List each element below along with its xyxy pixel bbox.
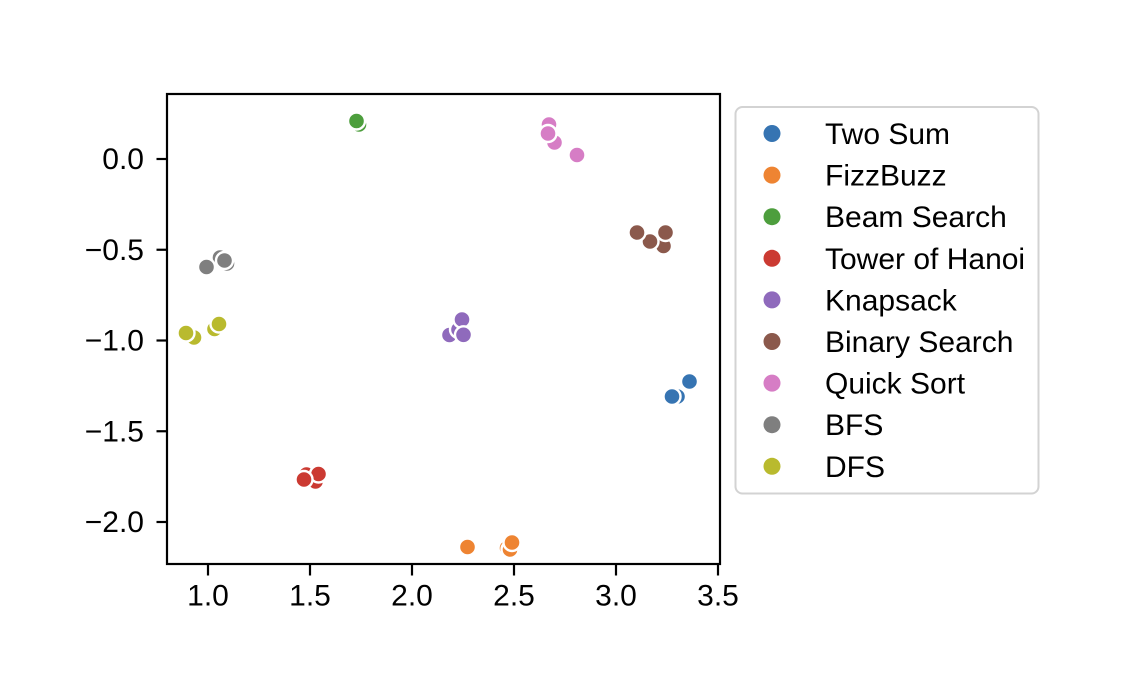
svg-text:0.0: 0.0	[102, 143, 144, 176]
svg-text:Beam Search: Beam Search	[825, 201, 1007, 234]
svg-text:−1.5: −1.5	[85, 415, 144, 448]
svg-text:DFS: DFS	[825, 451, 885, 484]
svg-text:3.5: 3.5	[697, 580, 739, 613]
svg-text:1.0: 1.0	[187, 580, 229, 613]
svg-text:Quick Sort: Quick Sort	[825, 368, 966, 401]
svg-text:Binary Search: Binary Search	[825, 326, 1013, 359]
svg-text:Knapsack: Knapsack	[825, 284, 958, 317]
svg-text:3.0: 3.0	[595, 580, 637, 613]
svg-text:−2.0: −2.0	[85, 506, 144, 539]
svg-text:−1.0: −1.0	[85, 325, 144, 358]
svg-text:BFS: BFS	[825, 409, 883, 442]
svg-text:Two Sum: Two Sum	[825, 118, 950, 151]
svg-text:Tower of Hanoi: Tower of Hanoi	[825, 243, 1025, 276]
svg-text:1.5: 1.5	[289, 580, 331, 613]
svg-text:−0.5: −0.5	[85, 234, 144, 267]
svg-text:2.5: 2.5	[493, 580, 535, 613]
svg-text:2.0: 2.0	[391, 580, 433, 613]
svg-text:FizzBuzz: FizzBuzz	[825, 160, 947, 193]
